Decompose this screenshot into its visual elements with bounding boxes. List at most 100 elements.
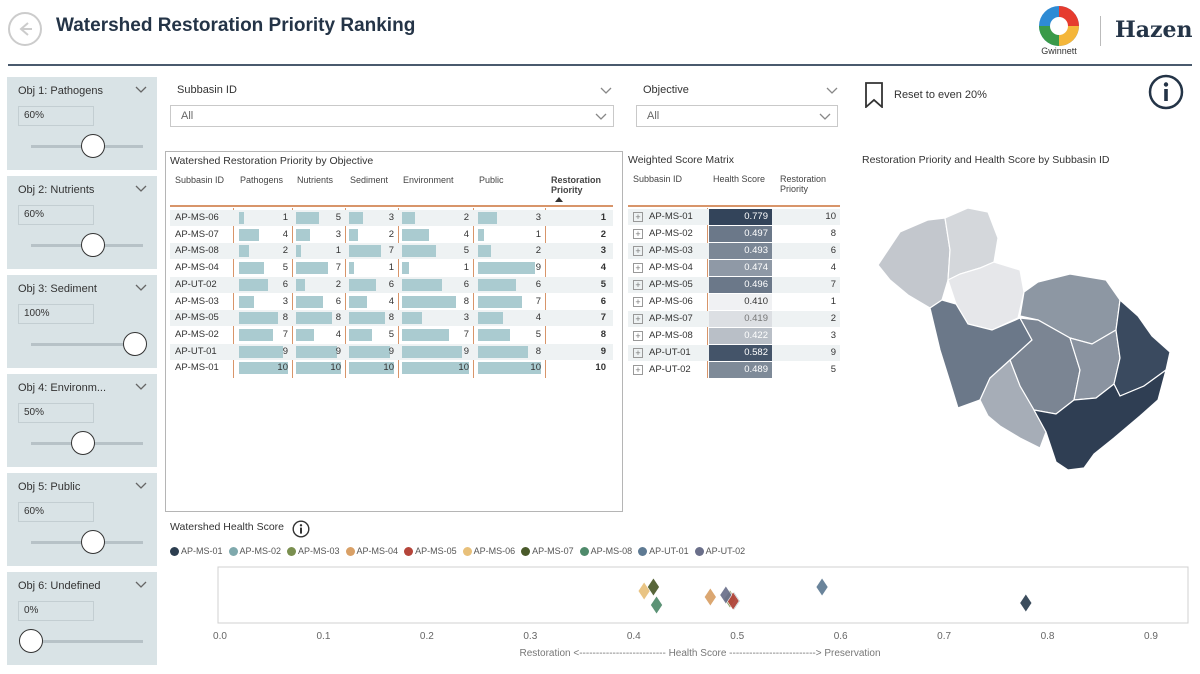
table-row[interactable] (170, 210, 613, 226)
data-point-diamond[interactable] (1019, 593, 1033, 613)
restoration-priority-cell: 9 (600, 345, 606, 357)
objective-card: Obj 5: Public 60% (7, 473, 157, 566)
table-header-cell[interactable]: Public (479, 175, 504, 185)
slider-thumb[interactable] (19, 629, 43, 653)
value-bar (349, 212, 363, 224)
restoration-priority-cell: 7 (600, 312, 606, 324)
expand-icon[interactable]: + (633, 280, 643, 290)
restoration-priority-cell: 6 (830, 245, 836, 256)
legend-marker (345, 546, 355, 556)
expand-icon[interactable]: + (633, 348, 643, 358)
value-cell: 1 (535, 228, 541, 240)
objective-value-input[interactable]: 60% (18, 106, 94, 126)
legend-item[interactable]: AP-UT-01 (638, 546, 689, 556)
matrix-header-cell[interactable]: Restoration Priority (780, 174, 827, 194)
chevron-down-icon[interactable] (135, 381, 147, 391)
slider-thumb[interactable] (123, 332, 147, 356)
back-button[interactable] (8, 12, 42, 46)
value-bar (239, 278, 269, 291)
table-header-cell[interactable]: Environment (403, 175, 454, 185)
table-header-cell[interactable]: Nutrients (297, 175, 334, 185)
legend-item[interactable]: AP-MS-04 (345, 546, 398, 556)
data-point-diamond[interactable] (637, 581, 651, 601)
objective-card: Obj 6: Undefined 0% (7, 572, 157, 665)
legend-item[interactable]: AP-MS-03 (287, 546, 340, 556)
slider-thumb[interactable] (71, 431, 95, 455)
map-region-ap-ms-06[interactable] (877, 217, 951, 309)
objective-value-input[interactable]: 60% (18, 205, 94, 225)
expand-icon[interactable]: + (633, 246, 643, 256)
map-region-ap-ms-01[interactable] (1032, 368, 1168, 471)
slider-thumb[interactable] (81, 530, 106, 554)
value-bar (402, 362, 469, 375)
value-cell: 9 (463, 345, 469, 357)
value-cell: 1 (335, 245, 341, 257)
legend-item[interactable]: AP-MS-07 (521, 546, 574, 556)
legend-item[interactable]: AP-MS-01 (170, 546, 223, 556)
chevron-down-icon[interactable] (135, 480, 147, 490)
slider-track[interactable] (31, 640, 143, 643)
objective-value-input[interactable]: 100% (18, 304, 94, 324)
data-point-diamond[interactable] (650, 595, 663, 615)
value-cell: 8 (388, 312, 394, 324)
data-point-diamond[interactable] (719, 585, 733, 605)
table-row[interactable] (170, 243, 613, 260)
chevron-down-icon[interactable] (135, 579, 147, 589)
table-header-cell[interactable]: Subbasin ID (175, 175, 225, 185)
value-cell: 7 (463, 328, 469, 340)
subbasin-map[interactable] (870, 200, 1180, 480)
expand-icon[interactable]: + (633, 314, 643, 324)
objective-value-input[interactable]: 0% (18, 601, 94, 621)
value-bar (478, 278, 516, 291)
slider-thumb[interactable] (81, 134, 106, 158)
expand-icon[interactable]: + (633, 212, 643, 222)
table-header-cell[interactable]: Sediment (350, 175, 389, 185)
objective-value-input[interactable]: 50% (18, 403, 94, 423)
reset-button[interactable]: Reset to even 20% (864, 82, 1014, 108)
x-tick-label: 0.6 (834, 631, 848, 642)
chevron-down-icon[interactable] (600, 85, 612, 95)
objective-filter-select[interactable]: All (636, 105, 838, 127)
objective-value-input[interactable]: 60% (18, 502, 94, 522)
info-icon[interactable] (292, 520, 310, 538)
value-cell: 4 (535, 312, 541, 324)
chevron-down-icon[interactable] (135, 183, 147, 193)
legend-item[interactable]: AP-MS-06 (462, 546, 515, 556)
chevron-down-icon[interactable] (135, 84, 147, 94)
value-bar (296, 312, 332, 325)
expand-icon[interactable]: + (633, 263, 643, 273)
subbasin-id-cell: AP-UT-02 (175, 278, 217, 290)
slider-track[interactable] (31, 343, 143, 346)
expand-icon[interactable]: + (633, 297, 643, 307)
value-bar (349, 262, 354, 275)
expand-icon[interactable]: + (633, 365, 643, 375)
data-point-diamond[interactable] (815, 577, 829, 597)
matrix-header-cell[interactable]: Subbasin ID (633, 174, 683, 184)
chevron-down-icon[interactable] (826, 85, 838, 95)
subbasin-filter-select[interactable]: All (170, 105, 614, 127)
info-icon[interactable] (1148, 74, 1184, 110)
restoration-priority-cell: 4 (830, 262, 836, 273)
sort-up-icon[interactable] (555, 197, 563, 202)
slider-thumb[interactable] (81, 233, 106, 257)
expand-icon[interactable]: + (633, 331, 643, 341)
column-divider (707, 208, 708, 378)
value-bar (239, 262, 264, 275)
legend-item[interactable]: AP-MS-05 (404, 546, 457, 556)
legend-label: AP-MS-07 (532, 546, 574, 556)
chevron-down-icon[interactable] (135, 282, 147, 292)
x-axis-label: Restoration <-------------------------- … (519, 648, 880, 659)
data-point-diamond[interactable] (647, 577, 660, 597)
table-header-cell[interactable]: Pathogens (240, 175, 284, 185)
expand-icon[interactable]: + (633, 229, 643, 239)
legend-item[interactable]: AP-UT-02 (694, 546, 745, 556)
table-header-cell[interactable]: Restoration Priority (551, 175, 602, 195)
legend-label: AP-MS-03 (298, 546, 340, 556)
data-point-diamond[interactable] (703, 587, 717, 607)
subbasin-id-cell: AP-MS-04 (175, 262, 219, 274)
legend-item[interactable]: AP-MS-08 (579, 546, 632, 556)
matrix-header-cell[interactable]: Health Score (713, 174, 766, 184)
health-score-cell: 0.497 (709, 226, 772, 242)
legend-item[interactable]: AP-MS-02 (228, 546, 281, 556)
legend-marker (521, 546, 531, 556)
